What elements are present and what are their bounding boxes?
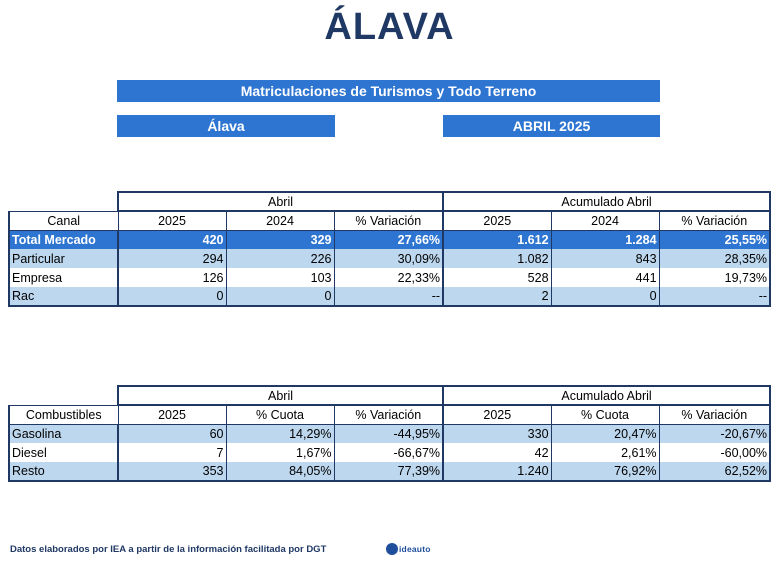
column-header: Combustibles (8, 404, 119, 425)
column-header: % Cuota (550, 404, 660, 425)
table-cell: 126 (118, 268, 227, 287)
table-cell: 42 (443, 443, 552, 462)
table-cell: 76,92% (551, 462, 660, 482)
column-header-row: Canal 2025 2024 % Variación 2025 2024 % … (8, 210, 772, 231)
period-label: ABRIL 2025 (443, 115, 660, 137)
column-header: 2025 (117, 210, 227, 231)
table-cell: -20,67% (659, 424, 772, 443)
page-title: ÁLAVA (324, 6, 455, 48)
table-cell: 294 (118, 249, 227, 268)
table-cell: -60,00% (659, 443, 772, 462)
column-header: 2025 (117, 404, 227, 425)
table-cell: 27,66% (334, 230, 445, 249)
row-label: Gasolina (8, 424, 119, 443)
table-cell: 22,33% (334, 268, 445, 287)
table-cell: 28,35% (659, 249, 772, 268)
table-cell: 1.082 (443, 249, 552, 268)
table-cell: 25,55% (659, 230, 772, 249)
fuel-table: Abril Acumulado Abril Combustibles 2025 … (8, 385, 772, 482)
table-row: Particular 294 226 30,09% 1.082 843 28,3… (8, 249, 772, 268)
table-cell: 19,73% (659, 268, 772, 287)
table-cell: 420 (118, 230, 227, 249)
group-header-row: Abril Acumulado Abril (9, 385, 772, 406)
table-cell: 7 (118, 443, 227, 462)
table-cell: 30,09% (334, 249, 445, 268)
report-title-bar: Matriculaciones de Turismos y Todo Terre… (117, 80, 660, 102)
table-cell: 60 (118, 424, 227, 443)
table-cell: 528 (443, 268, 552, 287)
group-cumulative-header: Acumulado Abril (442, 385, 772, 406)
table-cell: 84,05% (226, 462, 335, 482)
column-header: % Variación (658, 404, 772, 425)
row-label: Particular (8, 249, 119, 268)
table-cell: 843 (551, 249, 660, 268)
table-cell: 20,47% (551, 424, 660, 443)
channel-table: Abril Acumulado Abril Canal 2025 2024 % … (8, 191, 772, 307)
row-label: Resto (8, 462, 119, 482)
table-cell: 0 (118, 287, 227, 307)
column-header: 2024 (550, 210, 660, 231)
table-cell: 226 (226, 249, 335, 268)
column-header: 2024 (225, 210, 335, 231)
table-cell: 0 (226, 287, 335, 307)
column-header: % Variación (333, 404, 445, 425)
logo-mark-icon (386, 543, 398, 555)
table-cell: 1.612 (443, 230, 552, 249)
table-cell: -44,95% (334, 424, 445, 443)
table-row: Resto 353 84,05% 77,39% 1.240 76,92% 62,… (8, 462, 772, 482)
table-cell: 103 (226, 268, 335, 287)
table-row: Diesel 7 1,67% -66,67% 42 2,61% -60,00% (8, 443, 772, 462)
table-row: Total Mercado 420 329 27,66% 1.612 1.284… (8, 230, 772, 249)
row-label: Empresa (8, 268, 119, 287)
column-header: % Cuota (225, 404, 335, 425)
row-label: Total Mercado (8, 230, 119, 249)
table-cell: -- (334, 287, 445, 307)
region-label: Álava (117, 115, 335, 137)
table-cell: 441 (551, 268, 660, 287)
column-header: 2025 (442, 210, 552, 231)
source-note: Datos elaborados por IEA a partir de la … (10, 544, 327, 555)
table-row: Empresa 126 103 22,33% 528 441 19,73% (8, 268, 772, 287)
table-row: Gasolina 60 14,29% -44,95% 330 20,47% -2… (8, 424, 772, 443)
table-cell: 353 (118, 462, 227, 482)
table-cell: 2,61% (551, 443, 660, 462)
table-cell: 77,39% (334, 462, 445, 482)
blank-cell (9, 192, 118, 211)
group-month-header: Abril (116, 385, 445, 406)
table-cell: -66,67% (334, 443, 445, 462)
table-cell: 1.284 (551, 230, 660, 249)
group-cumulative-header: Acumulado Abril (442, 191, 772, 212)
column-header: Canal (8, 210, 119, 231)
row-label: Rac (8, 287, 119, 307)
ideauto-logo: ideauto (386, 540, 431, 558)
table-cell: 14,29% (226, 424, 335, 443)
column-header: % Variación (333, 210, 445, 231)
table-cell: 1.240 (443, 462, 552, 482)
column-header: 2025 (442, 404, 552, 425)
table-cell: 329 (226, 230, 335, 249)
group-header-row: Abril Acumulado Abril (9, 191, 772, 212)
table-cell: 1,67% (226, 443, 335, 462)
table-cell: 0 (551, 287, 660, 307)
table-cell: 330 (443, 424, 552, 443)
table-cell: 2 (443, 287, 552, 307)
table-cell: 62,52% (659, 462, 772, 482)
logo-text: ideauto (399, 544, 431, 554)
row-label: Diesel (8, 443, 119, 462)
table-cell: -- (659, 287, 772, 307)
blank-cell (9, 386, 118, 405)
group-month-header: Abril (116, 191, 445, 212)
table-row: Rac 0 0 -- 2 0 -- (8, 287, 772, 307)
column-header-row: Combustibles 2025 % Cuota % Variación 20… (8, 404, 772, 425)
column-header: % Variación (658, 210, 772, 231)
